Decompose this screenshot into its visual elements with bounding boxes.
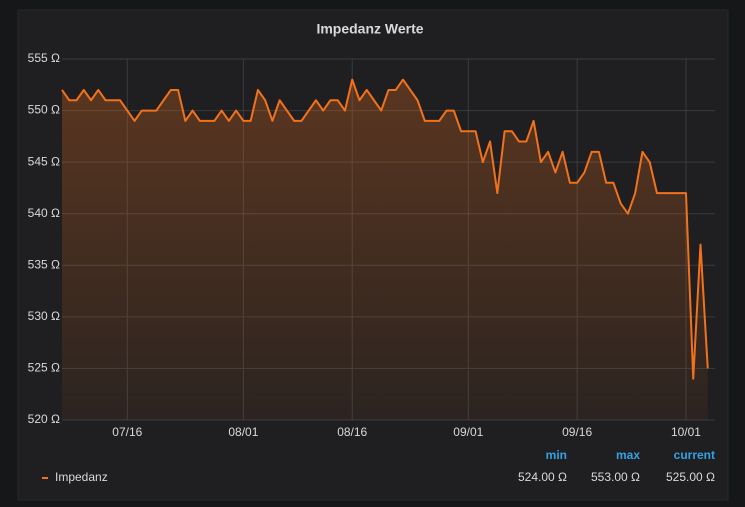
legend-stat-value: 524.00 Ω	[518, 470, 567, 484]
series-line	[61, 78, 709, 380]
y-tick-label: 535 Ω	[28, 257, 60, 271]
legend-stat-header: max	[616, 448, 640, 462]
y-tick-label: 520 Ω	[28, 412, 60, 426]
y-tick-label: 545 Ω	[28, 154, 60, 168]
chart-title: Impedanz Werte	[316, 21, 423, 37]
legend-stat-value: 525.00 Ω	[666, 470, 715, 484]
legend-stat-header: min	[546, 448, 567, 462]
x-tick-label: 09/01	[453, 425, 483, 439]
x-tick-label: 08/01	[228, 425, 258, 439]
area-fill	[62, 79, 708, 420]
y-tick-label: 555 Ω	[28, 51, 60, 65]
legend-stat-header: current	[674, 448, 715, 462]
x-tick-label: 09/16	[562, 425, 592, 439]
x-tick-label: 10/01	[671, 425, 701, 439]
y-tick-label: 540 Ω	[28, 206, 60, 220]
y-tick-label: 550 Ω	[28, 103, 60, 117]
y-tick-label: 525 Ω	[28, 361, 60, 375]
x-tick-label: 08/16	[337, 425, 367, 439]
legend-stat-value: 553.00 Ω	[591, 470, 640, 484]
y-tick-label: 530 Ω	[28, 309, 60, 323]
x-tick-label: 07/16	[112, 425, 142, 439]
legend-label: Impedanz	[55, 470, 108, 484]
